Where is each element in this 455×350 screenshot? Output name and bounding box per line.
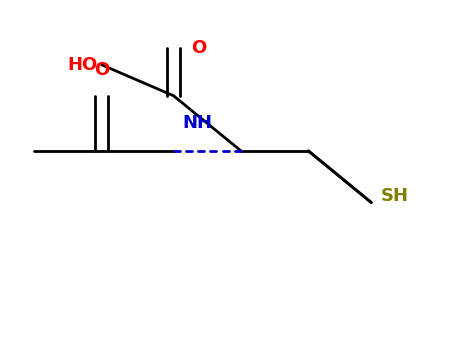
Text: O: O <box>94 61 109 78</box>
Text: SH: SH <box>380 187 408 205</box>
Text: HO: HO <box>67 56 97 74</box>
Text: NH: NH <box>182 114 212 132</box>
Text: O: O <box>192 38 207 57</box>
